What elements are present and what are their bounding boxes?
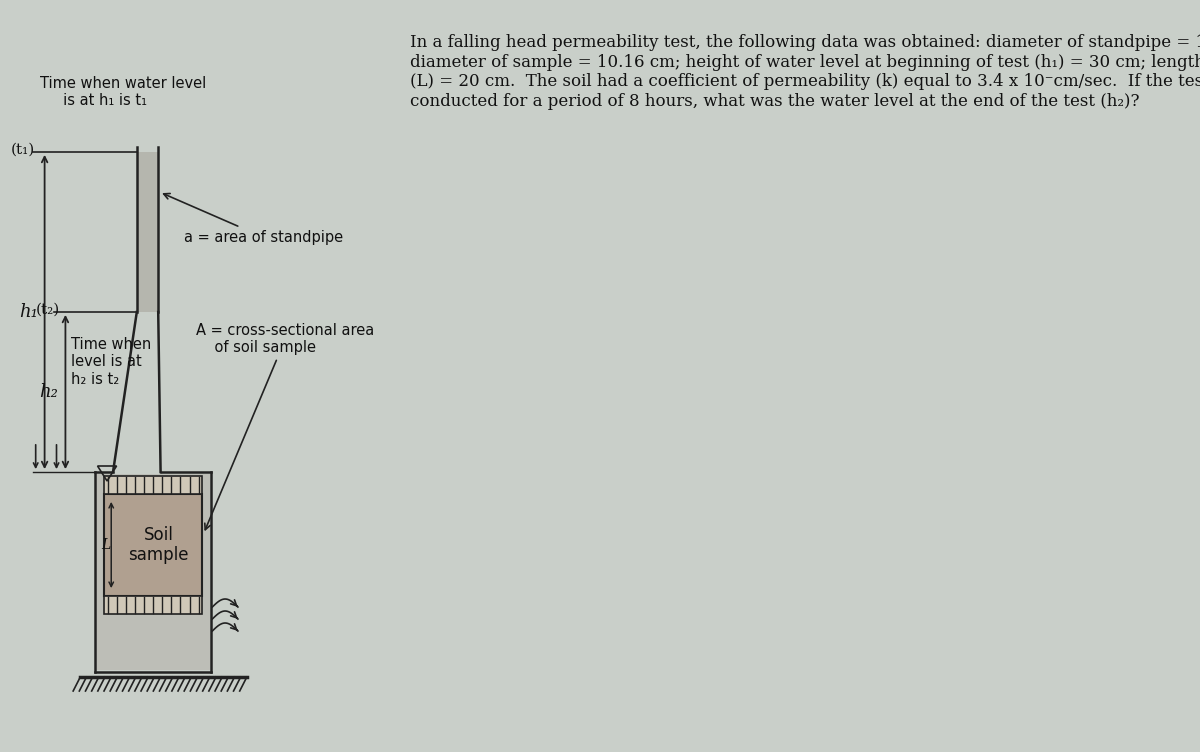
Bar [104,596,203,614]
Text: a = area of standpipe: a = area of standpipe [163,193,343,245]
Bar [104,476,203,494]
Text: A = cross-sectional area
    of soil sample: A = cross-sectional area of soil sample [197,323,374,529]
Bar [137,152,157,312]
Text: L: L [101,538,110,552]
Text: (t₂): (t₂) [36,303,60,317]
Text: h₁: h₁ [19,303,38,321]
Text: h₂: h₂ [40,383,59,401]
Text: (t₁): (t₁) [11,143,35,157]
Bar [104,494,203,596]
Text: Soil
sample: Soil sample [128,526,190,565]
Text: In a falling head permeability test, the following data was obtained: diameter o: In a falling head permeability test, the… [410,34,1200,110]
Text: Time when
level is at
h₂ is t₂: Time when level is at h₂ is t₂ [71,337,151,387]
Bar [96,474,210,670]
Text: Time when water level
     is at h₁ is t₁: Time when water level is at h₁ is t₁ [41,76,206,108]
